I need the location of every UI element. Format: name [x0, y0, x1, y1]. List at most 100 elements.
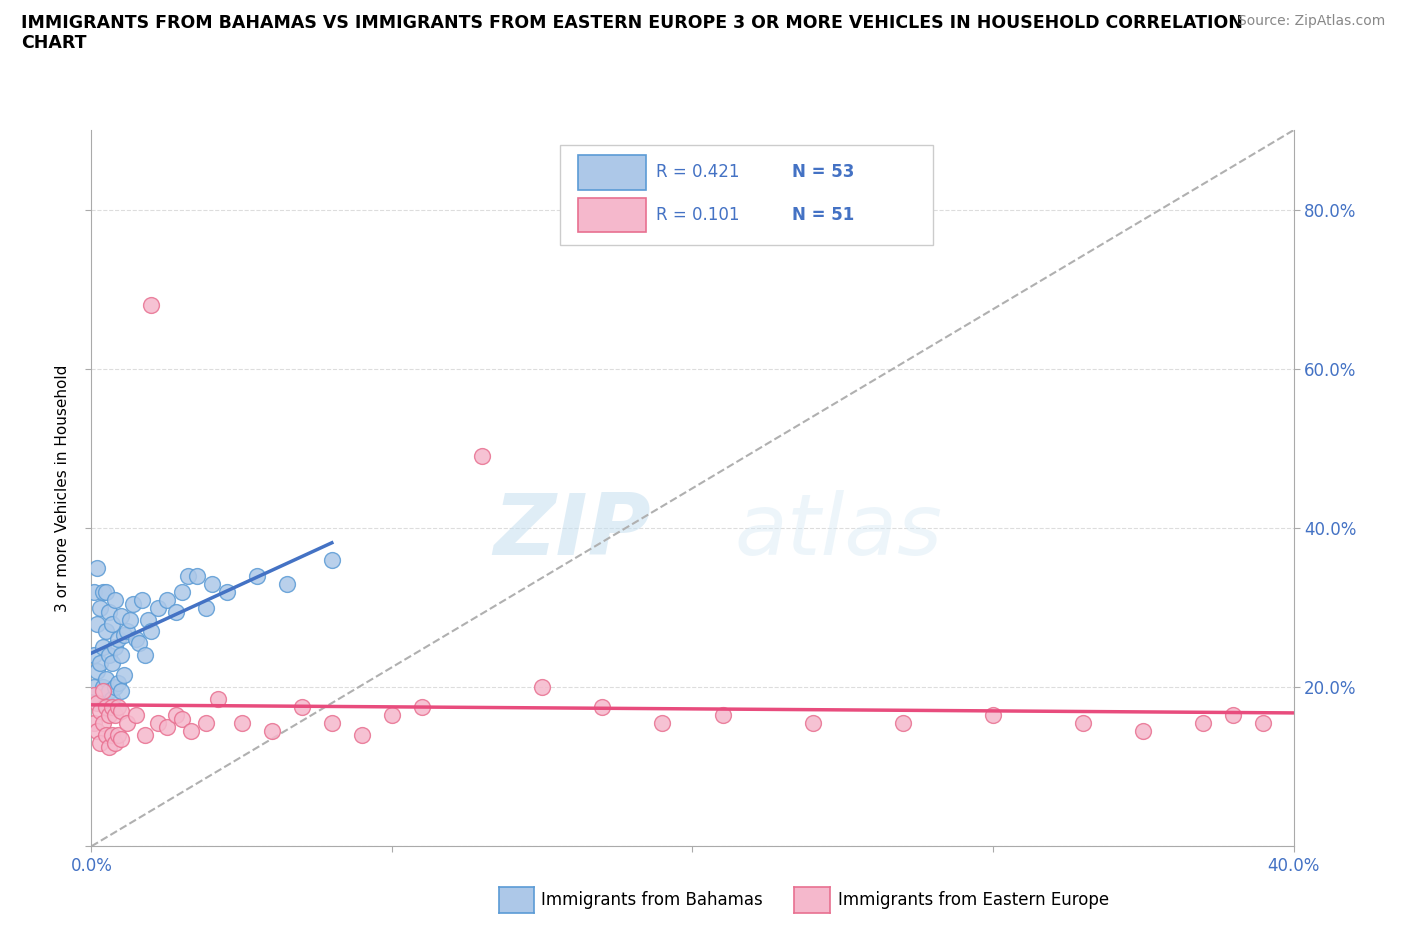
Point: [86, 664, 108, 679]
Point: [180, 724, 202, 738]
Point: [107, 676, 129, 691]
Point: [1253, 715, 1275, 730]
Point: [83, 648, 105, 663]
Point: [246, 568, 269, 583]
Point: [134, 648, 156, 663]
Point: [89, 696, 111, 711]
Point: [321, 552, 343, 567]
Point: [107, 632, 129, 647]
Point: [86, 724, 108, 738]
Text: R = 0.421: R = 0.421: [657, 163, 740, 180]
Point: [276, 577, 298, 591]
Point: [1071, 715, 1094, 730]
Point: [117, 624, 139, 639]
Point: [107, 699, 129, 714]
Point: [215, 584, 238, 599]
Text: N = 53: N = 53: [792, 163, 855, 180]
Point: [89, 656, 111, 671]
Point: [350, 727, 373, 742]
Point: [96, 584, 118, 599]
Point: [93, 680, 115, 695]
Point: [141, 298, 163, 312]
Point: [170, 711, 193, 726]
Point: [93, 584, 115, 599]
Point: [260, 724, 283, 738]
Point: [141, 624, 163, 639]
Text: atlas: atlas: [734, 490, 942, 573]
Point: [89, 704, 111, 719]
Point: [101, 656, 124, 671]
Point: [98, 604, 121, 619]
Point: [155, 592, 177, 607]
FancyBboxPatch shape: [578, 197, 645, 232]
Point: [591, 699, 613, 714]
Point: [1192, 715, 1215, 730]
Point: [98, 708, 121, 723]
Point: [194, 715, 217, 730]
Point: [98, 739, 121, 754]
Point: [107, 727, 129, 742]
Point: [83, 584, 105, 599]
Point: [93, 715, 115, 730]
Point: [104, 640, 127, 655]
Point: [93, 684, 115, 698]
Point: [231, 715, 253, 730]
Text: N = 51: N = 51: [792, 206, 855, 224]
Point: [138, 612, 160, 627]
Point: [96, 696, 118, 711]
Point: [89, 600, 111, 615]
Point: [981, 708, 1004, 723]
FancyBboxPatch shape: [578, 155, 645, 190]
Point: [155, 720, 177, 735]
Point: [101, 699, 124, 714]
Point: [321, 715, 343, 730]
Point: [1222, 708, 1244, 723]
Point: [117, 715, 139, 730]
Point: [89, 736, 111, 751]
Text: Immigrants from Eastern Europe: Immigrants from Eastern Europe: [838, 891, 1109, 910]
Point: [104, 680, 127, 695]
Point: [165, 708, 187, 723]
Text: IMMIGRANTS FROM BAHAMAS VS IMMIGRANTS FROM EASTERN EUROPE 3 OR MORE VEHICLES IN : IMMIGRANTS FROM BAHAMAS VS IMMIGRANTS FR…: [21, 14, 1243, 32]
Point: [98, 648, 121, 663]
Point: [110, 608, 132, 623]
Point: [131, 592, 153, 607]
Point: [110, 684, 132, 698]
Point: [83, 687, 105, 702]
Point: [165, 604, 187, 619]
Point: [176, 568, 198, 583]
Point: [146, 715, 169, 730]
Point: [83, 680, 105, 695]
Point: [96, 624, 118, 639]
Point: [128, 636, 150, 651]
Point: [101, 727, 124, 742]
Point: [96, 727, 118, 742]
Point: [125, 708, 148, 723]
Text: Immigrants from Bahamas: Immigrants from Bahamas: [541, 891, 763, 910]
Point: [114, 668, 136, 683]
Text: R = 0.101: R = 0.101: [657, 206, 740, 224]
Point: [86, 561, 108, 576]
Point: [651, 715, 673, 730]
Point: [201, 577, 224, 591]
Point: [891, 715, 914, 730]
FancyBboxPatch shape: [560, 144, 934, 245]
Point: [96, 671, 118, 686]
Point: [110, 731, 132, 746]
Point: [114, 628, 136, 643]
Point: [146, 600, 169, 615]
Text: Source: ZipAtlas.com: Source: ZipAtlas.com: [1237, 14, 1385, 28]
Point: [125, 632, 148, 647]
Point: [186, 568, 208, 583]
Point: [471, 449, 494, 464]
Point: [711, 708, 734, 723]
Point: [101, 616, 124, 631]
Point: [104, 708, 127, 723]
Point: [531, 680, 554, 695]
Point: [101, 692, 124, 707]
Point: [86, 616, 108, 631]
Point: [83, 715, 105, 730]
Point: [110, 704, 132, 719]
Point: [291, 699, 314, 714]
Point: [207, 692, 229, 707]
